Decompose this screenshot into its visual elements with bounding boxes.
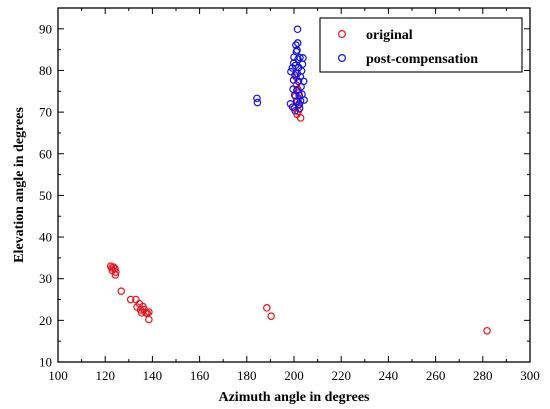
y-tick-label: 50 — [39, 188, 52, 203]
y-tick-label: 40 — [39, 230, 52, 245]
x-tick-label: 220 — [331, 368, 351, 383]
x-tick-label: 180 — [237, 368, 257, 383]
data-point-original — [145, 315, 153, 324]
y-tick-label: 60 — [39, 146, 52, 161]
legend-marker-original — [338, 30, 347, 39]
data-point-original — [145, 308, 153, 316]
data-point-post-compensation — [293, 25, 302, 34]
data-point-post-compensation — [299, 54, 307, 62]
x-axis-label: Azimuth angle in degrees — [218, 390, 370, 405]
data-point-post-compensation — [293, 46, 301, 54]
data-point-original — [111, 271, 120, 279]
legend-box — [319, 17, 523, 73]
y-tick-label: 90 — [39, 21, 52, 36]
x-tick-label: 200 — [284, 368, 304, 383]
x-tick-label: 300 — [520, 368, 540, 383]
legend-label: original — [366, 28, 413, 43]
data-point-original — [112, 268, 120, 276]
axes: 100 120 140 160 180 200 220 240 260 280 300 10 20 30 4… — [39, 7, 540, 383]
data-point-post-compensation — [294, 55, 302, 64]
y-tick-label: 10 — [39, 355, 52, 370]
data-point-original — [267, 312, 275, 320]
data-point-post-compensation — [295, 104, 304, 113]
x-tick-label: 140 — [143, 368, 163, 383]
legend-label: post-compensation — [366, 52, 478, 67]
data-point-post-compensation — [289, 76, 298, 84]
x-tick-label: 100 — [48, 368, 68, 383]
data-point-post-compensation — [299, 77, 308, 86]
y-tick-label: 70 — [39, 105, 52, 120]
y-tick-label: 30 — [39, 271, 52, 286]
plot-area — [106, 25, 491, 335]
x-tick-label: 280 — [473, 368, 493, 383]
y-tick-label: 80 — [39, 63, 52, 78]
x-tick-label: 120 — [95, 368, 115, 383]
x-tick-label: 260 — [426, 368, 446, 383]
data-point-original — [483, 326, 491, 335]
y-tick-label: 20 — [39, 313, 52, 328]
data-point-post-compensation — [293, 39, 302, 47]
data-point-original — [296, 114, 305, 122]
x-tick-label: 160 — [190, 368, 210, 383]
legend-marker-post-compensation — [338, 53, 347, 62]
data-point-post-compensation — [289, 59, 298, 67]
x-tick-label: 240 — [379, 368, 399, 383]
data-point-post-compensation — [300, 96, 308, 104]
data-point-original — [117, 287, 126, 296]
data-point-post-compensation — [253, 98, 262, 107]
y-axis-label: Elevation angle in degrees — [12, 107, 27, 263]
legend: original post-compensation — [319, 17, 523, 73]
data-point-original — [126, 295, 135, 304]
data-point-post-compensation — [296, 53, 304, 62]
data-point-post-compensation — [253, 94, 261, 103]
data-point-original — [263, 304, 271, 312]
